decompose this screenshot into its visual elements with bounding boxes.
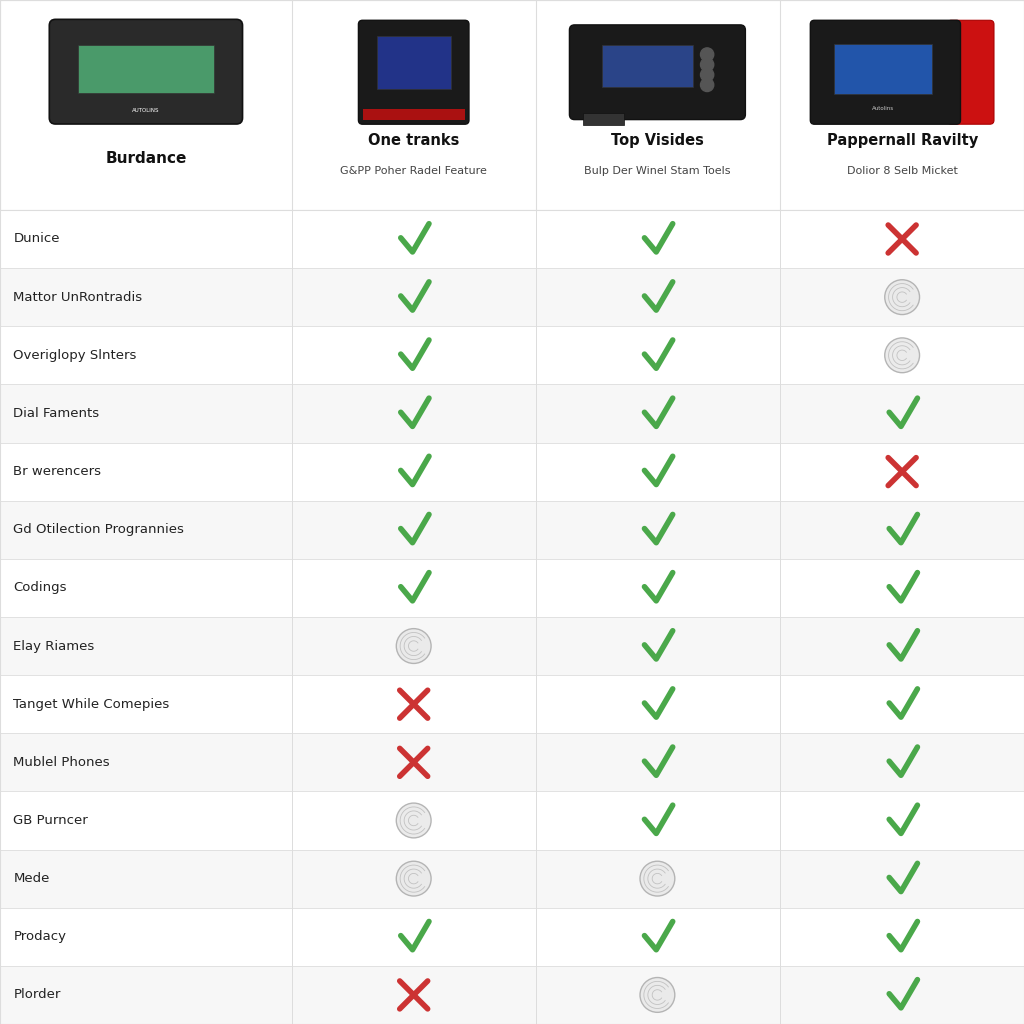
Text: Dunice: Dunice [13,232,59,246]
Circle shape [700,48,714,61]
Text: Dial Faments: Dial Faments [13,407,99,420]
FancyBboxPatch shape [0,907,1024,966]
Circle shape [640,978,675,1013]
Text: Prodacy: Prodacy [13,930,67,943]
Circle shape [396,629,431,664]
Circle shape [396,803,431,838]
Text: Top Visides: Top Visides [611,133,703,147]
Text: GB Purncer: GB Purncer [13,814,88,827]
Circle shape [885,280,920,314]
Text: AUTOLINS: AUTOLINS [132,108,160,113]
Text: Bulp Der Winel Stam Toels: Bulp Der Winel Stam Toels [584,166,731,176]
Text: Gd Otilection Progrannies: Gd Otilection Progrannies [13,523,184,537]
Circle shape [396,861,431,896]
Circle shape [700,69,714,81]
FancyBboxPatch shape [0,327,1024,384]
Text: Mede: Mede [13,872,50,885]
FancyBboxPatch shape [0,792,1024,850]
FancyBboxPatch shape [583,113,625,125]
FancyBboxPatch shape [0,733,1024,792]
Text: Overiglopy Slnters: Overiglopy Slnters [13,349,136,361]
FancyBboxPatch shape [947,20,994,124]
FancyBboxPatch shape [0,616,1024,675]
Circle shape [640,861,675,896]
FancyBboxPatch shape [0,559,1024,616]
Circle shape [885,338,920,373]
FancyBboxPatch shape [569,25,745,120]
Circle shape [700,58,714,72]
Text: One tranks: One tranks [368,133,460,147]
FancyBboxPatch shape [78,45,214,93]
Text: Mattor UnRontradis: Mattor UnRontradis [13,291,142,304]
Circle shape [700,78,714,91]
FancyBboxPatch shape [362,109,465,120]
Text: G&PP Poher Radel Feature: G&PP Poher Radel Feature [340,166,487,176]
FancyBboxPatch shape [0,442,1024,501]
FancyBboxPatch shape [810,20,961,124]
FancyBboxPatch shape [602,45,693,87]
Text: Pappernall Ravilty: Pappernall Ravilty [826,133,978,147]
FancyBboxPatch shape [0,0,1024,210]
Text: Br werencers: Br werencers [13,465,101,478]
FancyBboxPatch shape [0,850,1024,907]
Text: Dolior 8 Selb Micket: Dolior 8 Selb Micket [847,166,957,176]
Text: Tanget While Comepies: Tanget While Comepies [13,697,170,711]
Text: Mublel Phones: Mublel Phones [13,756,110,769]
FancyBboxPatch shape [0,501,1024,559]
Text: Burdance: Burdance [105,152,186,166]
FancyBboxPatch shape [49,19,243,124]
FancyBboxPatch shape [834,44,932,94]
FancyBboxPatch shape [0,268,1024,327]
Text: Autolins: Autolins [871,106,894,112]
FancyBboxPatch shape [358,20,469,124]
FancyBboxPatch shape [0,966,1024,1024]
Text: Elay Riames: Elay Riames [13,640,94,652]
FancyBboxPatch shape [377,36,451,88]
FancyBboxPatch shape [0,210,1024,268]
FancyBboxPatch shape [0,675,1024,733]
Text: Plorder: Plorder [13,988,60,1001]
FancyBboxPatch shape [0,384,1024,442]
Text: Codings: Codings [13,582,67,594]
